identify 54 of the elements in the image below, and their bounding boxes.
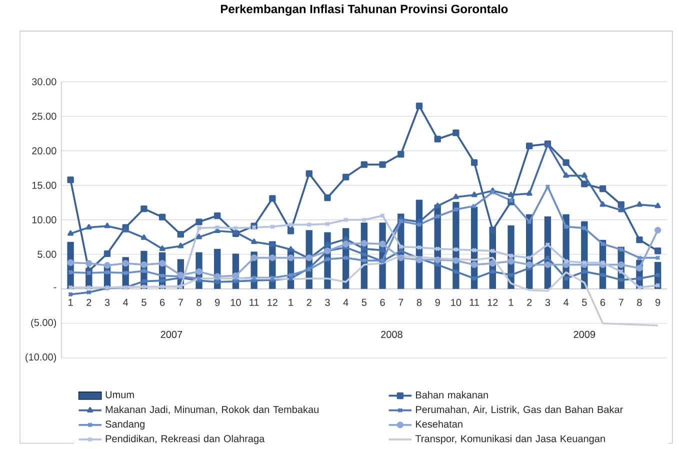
x-tick-label: 7 — [618, 298, 624, 306]
x-tick-label: 4 — [343, 298, 348, 306]
x-tick-label: 6 — [160, 298, 165, 306]
x-tick-label: 11 — [250, 298, 259, 306]
x-tick-label: 3 — [104, 298, 110, 306]
legend-label: Perumahan, Air, Listrik, Gas dan Bahan Bakar — [416, 405, 623, 414]
legend-label: Pendidikan, Rekreasi dan Olahraga — [106, 434, 265, 444]
x-tick-label: 5 — [362, 298, 367, 306]
y-tick-label: 25.00 — [32, 112, 56, 120]
chart-title: Perkembangan Inflasi Tahunan Provinsi Gorontalo — [220, 4, 508, 16]
legend-label: Sandang — [106, 420, 144, 430]
x-tick-label: 10 — [451, 298, 462, 306]
y-tick-label: - — [54, 287, 56, 288]
x-tick-label: 3 — [545, 298, 550, 306]
y-tick-label: 5.00 — [38, 250, 56, 258]
x-tick-label: 5 — [142, 298, 146, 306]
x-tick-label: 9 — [435, 298, 440, 306]
x-tick-label: 1 — [68, 298, 73, 306]
y-tick-label: 15.00 — [32, 182, 56, 189]
annotation: 2008 — [381, 330, 402, 338]
legend-label: Makanan Jadi, Minuman, Rokok dan Tembakau — [106, 405, 318, 414]
y-tick-label: (5.00) — [31, 318, 56, 328]
x-tick-label: 2 — [86, 298, 92, 306]
x-tick-label: 1 — [288, 298, 294, 306]
y-tick-label: 30.00 — [32, 78, 56, 86]
annotation: 2007 — [160, 330, 182, 338]
y-tick-label: (10.00) — [26, 353, 56, 362]
x-tick-label: 12 — [268, 298, 278, 306]
x-tick-label: 2 — [306, 298, 312, 306]
x-tick-label: 11 — [470, 298, 480, 306]
x-tick-label: 8 — [196, 298, 202, 306]
x-tick-label: 5 — [582, 298, 587, 306]
x-tick-label: 2 — [527, 298, 532, 306]
x-tick-label: 10 — [230, 298, 241, 306]
legend-label: Bahan makanan — [416, 390, 488, 398]
x-tick-label: 6 — [600, 298, 606, 306]
x-tick-label: 4 — [123, 298, 128, 306]
x-tick-label: 3 — [325, 298, 330, 306]
x-tick-label: 7 — [178, 298, 183, 306]
legend-label: Umum — [106, 391, 134, 398]
x-tick-label: 8 — [637, 298, 642, 306]
x-tick-label: 9 — [215, 298, 220, 306]
x-tick-label: 4 — [564, 298, 569, 306]
x-tick-label: 8 — [416, 298, 422, 306]
x-tick-label: 9 — [655, 298, 660, 306]
annotation: 2009 — [574, 330, 596, 338]
x-tick-label: 6 — [380, 298, 385, 306]
y-tick-label: 10.00 — [32, 216, 56, 224]
legend-label: Kesehatan — [416, 420, 462, 428]
x-tick-label: 1 — [508, 298, 514, 306]
x-tick-label: 12 — [488, 298, 498, 306]
x-tick-label: 7 — [398, 298, 404, 306]
legend-label: Transpor, Komunikasi dan Jasa Keuangan — [415, 434, 605, 444]
y-tick-label: 20.00 — [32, 147, 56, 154]
